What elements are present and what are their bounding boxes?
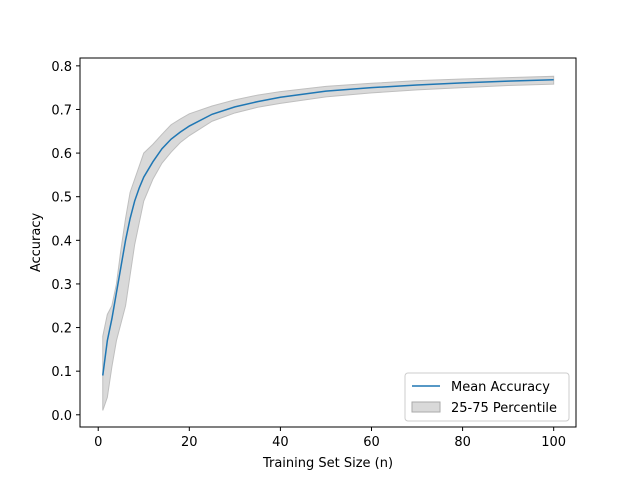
y-tick-label: 0.3 — [51, 278, 72, 293]
legend-label-band: 25-75 Percentile — [451, 401, 557, 416]
legend-frame — [404, 372, 570, 422]
x-tick-label: 20 — [181, 435, 198, 450]
y-axis-ticks: 0.0 0.1 0.2 0.3 0.4 0.5 0.6 0.7 0.8 — [51, 60, 80, 424]
x-tick-label: 40 — [272, 435, 289, 450]
legend: Mean Accuracy 25-75 Percentile — [404, 372, 570, 422]
x-axis-ticks: 0 20 40 60 80 100 — [94, 427, 566, 450]
y-tick-label: 0.1 — [51, 365, 72, 380]
y-tick-label: 0.7 — [51, 103, 72, 118]
x-tick-label: 0 — [94, 435, 102, 450]
x-tick-label: 100 — [541, 435, 566, 450]
plot-area — [102, 75, 555, 411]
percentile-band — [102, 75, 555, 411]
y-tick-label: 0.6 — [51, 147, 72, 162]
y-tick-label: 0.8 — [51, 60, 72, 75]
y-tick-label: 0.2 — [51, 322, 72, 337]
x-axis-label: Training Set Size (n) — [262, 456, 393, 471]
y-axis-label: Accuracy — [29, 213, 44, 273]
y-tick-label: 0.4 — [51, 234, 72, 249]
axes-frame — [79, 57, 577, 428]
x-tick-label: 60 — [363, 435, 380, 450]
y-tick-label: 0.5 — [51, 191, 72, 206]
legend-band-swatch — [411, 401, 441, 413]
y-tick-label: 0.0 — [51, 409, 72, 424]
x-tick-label: 80 — [454, 435, 471, 450]
legend-label-mean: Mean Accuracy — [451, 380, 550, 395]
